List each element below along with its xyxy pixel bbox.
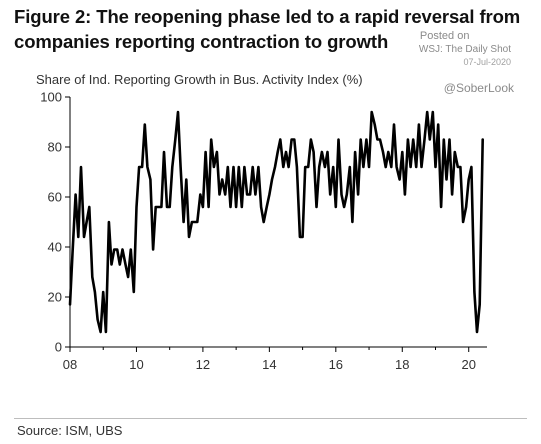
footer-divider: [14, 418, 527, 419]
y-tick-label: 20: [48, 290, 62, 305]
watermark-handle: @SoberLook: [443, 81, 514, 95]
y-tick-label: 60: [48, 190, 62, 205]
x-tick-label: 20: [461, 357, 475, 372]
y-tick-label: 100: [40, 90, 62, 105]
y-tick-label: 80: [48, 140, 62, 155]
title-line-1: Figure 2: The reopening phase led to a r…: [14, 6, 521, 27]
x-tick-label: 16: [329, 357, 343, 372]
x-tick-label: 14: [262, 357, 276, 372]
chart-series: [68, 110, 484, 334]
watermark: Posted on WSJ: The Daily Shot 07-Jul-202…: [419, 30, 511, 69]
watermark-date: 07-Jul-2020: [463, 57, 511, 67]
series-line: [68, 110, 484, 334]
y-axis-label: Share of Ind. Reporting Growth in Bus. A…: [36, 72, 363, 87]
chart-ticks: 0 20 40 60 80 100 08 10 12 14 16 18 20: [40, 90, 476, 373]
title-line-2: companies reporting contraction to growt…: [14, 31, 389, 52]
source-note: Source: ISM, UBS: [17, 423, 123, 438]
watermark-posted: Posted on: [419, 30, 470, 42]
x-tick-label: 08: [63, 357, 77, 372]
y-tick-label: 0: [55, 340, 62, 355]
y-tick-label: 40: [48, 240, 62, 255]
x-tick-label: 18: [395, 357, 409, 372]
watermark-source: WSJ: The Daily Shot: [418, 44, 511, 55]
chart-title: Figure 2: The reopening phase led to a r…: [14, 4, 534, 54]
x-tick-label: 10: [129, 357, 143, 372]
x-tick-label: 12: [196, 357, 210, 372]
